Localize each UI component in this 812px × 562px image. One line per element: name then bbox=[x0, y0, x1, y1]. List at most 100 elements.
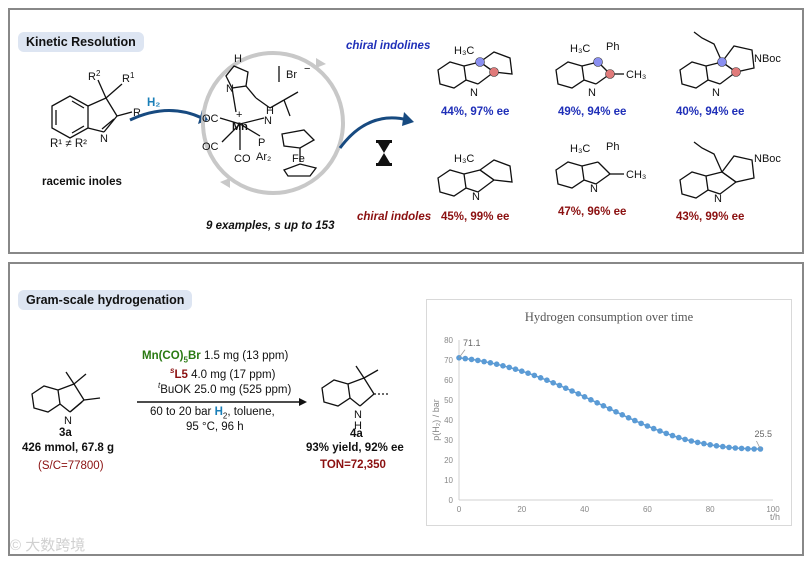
data-point bbox=[688, 438, 695, 444]
indoline-2-structure: H₃C Ph CH₃ N bbox=[555, 41, 646, 99]
cond-line1: Mn(CO)5Br 1.5 mg (13 ppm) bbox=[142, 350, 289, 365]
panel-title-gram: Gram-scale hydrogenation bbox=[18, 290, 193, 310]
annotation-leader bbox=[756, 440, 761, 450]
cond-line3: tBuOK 25.0 mg (525 ppm) bbox=[158, 381, 292, 396]
data-point bbox=[519, 368, 525, 374]
series-line bbox=[458, 357, 761, 450]
data-point bbox=[676, 434, 682, 441]
data-point bbox=[701, 440, 707, 447]
x-tick-label: 60 bbox=[643, 505, 652, 514]
data-point bbox=[638, 420, 644, 427]
cond-line2: sL5 4.0 mg (17 ppm) bbox=[170, 366, 276, 381]
chiral-indoles-label: chiral indoles bbox=[357, 211, 432, 223]
x-axis-label: t/h bbox=[770, 512, 780, 522]
data-point bbox=[550, 380, 556, 386]
product-ton: TON=72,350 bbox=[320, 459, 386, 471]
data-point bbox=[644, 423, 651, 429]
y-tick-label: 80 bbox=[444, 336, 453, 345]
y-tick-label: 60 bbox=[444, 376, 453, 385]
svg-text:N: N bbox=[100, 133, 108, 145]
product-yield: 93% yield, 92% ee bbox=[306, 442, 404, 454]
data-point bbox=[512, 366, 519, 372]
x-tick-label: 100 bbox=[766, 505, 780, 514]
data-point bbox=[544, 377, 550, 383]
data-point bbox=[562, 385, 569, 391]
reactant-amount: 426 mmol, 67.8 g bbox=[22, 442, 115, 454]
r-label: R bbox=[133, 107, 141, 119]
r-neq-label: R¹ ≠ R² bbox=[50, 138, 87, 150]
indole-3-structure: NBoc N bbox=[679, 141, 781, 205]
resolution-arrow bbox=[338, 112, 414, 149]
svg-text:N: N bbox=[590, 183, 598, 195]
svg-text:Ar₂: Ar₂ bbox=[256, 151, 271, 163]
svg-text:H₃C: H₃C bbox=[454, 45, 474, 57]
x-tick-label: 80 bbox=[706, 505, 715, 514]
mn-atom: Mn bbox=[232, 121, 248, 133]
cond-line4: 60 to 20 bar H2, toluene, bbox=[150, 406, 275, 421]
product-id: 4a bbox=[350, 428, 363, 440]
data-point bbox=[475, 357, 481, 364]
data-point bbox=[738, 445, 745, 452]
svg-text:OC: OC bbox=[202, 141, 219, 153]
svg-text:N: N bbox=[470, 87, 478, 99]
panel-title-kinetic: Kinetic Resolution bbox=[18, 32, 144, 52]
reactant-sc: (S/C=77800) bbox=[38, 460, 104, 472]
data-point bbox=[625, 415, 632, 421]
data-point bbox=[682, 436, 688, 443]
indoline-3-result: 40%, 94% ee bbox=[676, 106, 745, 118]
racemic-indole-structure: R2 R1 R N bbox=[51, 69, 141, 145]
svg-text:H: H bbox=[266, 105, 274, 117]
indoline-2-result: 49%, 94% ee bbox=[558, 106, 627, 118]
data-point bbox=[707, 442, 713, 448]
data-point bbox=[719, 443, 726, 450]
svg-text:N: N bbox=[712, 87, 720, 99]
y-axis-label: p(H₂) / bar bbox=[431, 399, 441, 441]
data-point bbox=[537, 375, 544, 381]
data-point bbox=[493, 361, 500, 367]
data-point bbox=[663, 430, 670, 437]
svg-text:N: N bbox=[64, 415, 72, 427]
y-tick-label: 0 bbox=[449, 496, 454, 505]
data-point bbox=[500, 363, 506, 369]
svg-text:N: N bbox=[264, 115, 272, 127]
watermark: © 大数跨境 bbox=[10, 537, 86, 554]
y-tick-label: 20 bbox=[444, 456, 453, 465]
svg-text:N: N bbox=[354, 409, 362, 421]
kinetic-resolution-panel: Kinetic Resolution bbox=[8, 8, 804, 254]
data-point bbox=[600, 403, 607, 409]
data-point bbox=[581, 394, 588, 400]
svg-text:−: − bbox=[304, 63, 310, 75]
data-point bbox=[613, 409, 619, 415]
svg-text:CH₃: CH₃ bbox=[626, 69, 646, 81]
data-point bbox=[694, 439, 701, 446]
svg-text:N: N bbox=[588, 87, 596, 99]
reactant-id: 3a bbox=[59, 427, 72, 439]
y-tick-label: 10 bbox=[444, 476, 453, 485]
y-tick-label: 70 bbox=[444, 356, 453, 365]
product-4a-structure: N H bbox=[321, 365, 390, 432]
svg-text:Ph: Ph bbox=[606, 41, 619, 53]
data-point bbox=[594, 400, 600, 406]
data-label: 71.1 bbox=[463, 338, 481, 348]
indole-1-result: 45%, 99% ee bbox=[441, 211, 510, 223]
svg-text:H₃C: H₃C bbox=[454, 153, 474, 165]
svg-text:N: N bbox=[226, 83, 234, 95]
data-point bbox=[531, 372, 538, 379]
svg-text:H₃C: H₃C bbox=[570, 143, 590, 155]
svg-text:N: N bbox=[472, 191, 480, 203]
data-point bbox=[726, 444, 732, 451]
data-point bbox=[632, 417, 638, 424]
svg-text:H₃C: H₃C bbox=[570, 43, 590, 55]
cond-line5: 95 °C, 96 h bbox=[186, 421, 244, 433]
svg-text:N: N bbox=[714, 193, 722, 205]
svg-text:H: H bbox=[354, 420, 362, 432]
annotation-leader bbox=[458, 349, 466, 359]
data-point bbox=[575, 391, 582, 397]
data-point bbox=[713, 443, 720, 449]
indole-2-structure: H₃C Ph CH₃ N bbox=[555, 141, 646, 195]
svg-text:H: H bbox=[234, 53, 242, 65]
data-point bbox=[569, 388, 575, 394]
svg-text:Ph: Ph bbox=[606, 141, 619, 153]
indoline-3-structure: NBoc N bbox=[679, 31, 781, 99]
